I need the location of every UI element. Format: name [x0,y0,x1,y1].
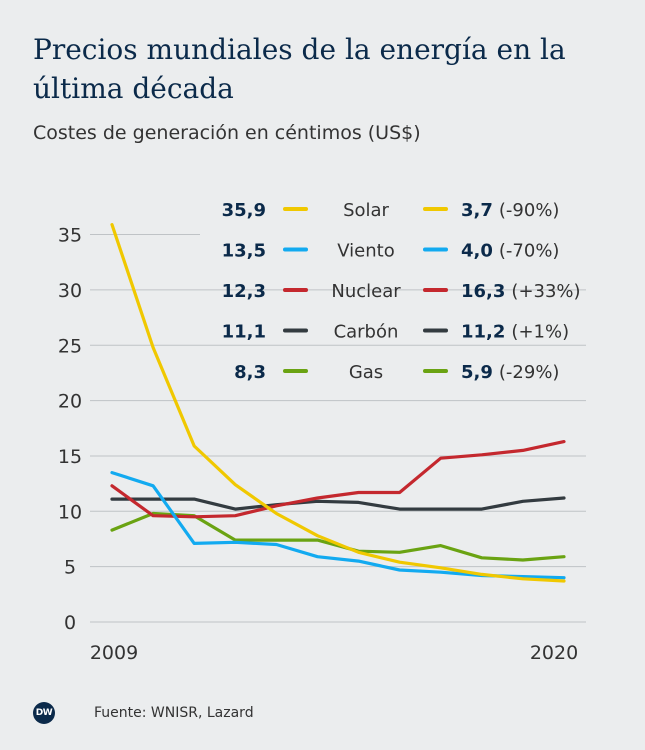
legend-end-value: 11,2 (+1%) [461,322,569,343]
y-tick-label: 25 [58,335,82,357]
legend-series-name: Gas [349,362,383,383]
legend-end-number: 5,9 [461,362,493,383]
chart-title: Precios mundiales de la energía en la úl… [33,33,566,105]
legend-series-name: Nuclear [331,281,401,302]
x-axis-ticks: 2009 2020 [90,642,578,664]
legend-end-number: 3,7 [461,200,493,221]
series-line-viento [110,471,566,580]
legend-end-value: 3,7 (-90%) [461,200,559,221]
x-tick-label: 2009 [90,642,138,664]
legend-series-name: Carbón [334,322,399,343]
legend-change-percent: (-70%) [499,241,560,262]
y-tick-label: 0 [64,612,76,634]
series-line-solar [110,223,566,583]
y-axis-ticks: 0 5 10 15 20 25 30 35 [58,225,82,634]
legend-end-value: 5,9 (-29%) [461,362,559,383]
legend-start-value: 13,5 [222,241,266,262]
legend-start-value: 8,3 [234,362,266,383]
legend-end-number: 11,2 [461,322,505,343]
x-tick-label: 2020 [530,642,578,664]
legend-table: 35,9 Solar 3,7 (-90%) 13,5 Viento 4,0 (-70%) 12,… [222,200,581,383]
series-lines [110,223,566,583]
legend-end-value: 16,3 (+33%) [461,281,581,302]
footer: DW Fuente: WNISR, Lazard [33,700,254,726]
dw-logo: DW [33,702,55,724]
chart-subtitle: Costes de generación en céntimos (US$) [33,122,421,144]
y-tick-label: 20 [58,391,82,413]
legend-start-value: 35,9 [222,200,266,221]
y-tick-label: 5 [64,557,76,579]
series-line-carbn [110,496,566,511]
legend-change-percent: (+33%) [511,281,580,302]
source-note: Fuente: WNISR, Lazard [94,705,254,721]
legend-change-percent: (+1%) [511,322,569,343]
legend-end-number: 4,0 [461,241,493,262]
y-tick-label: 30 [58,280,82,302]
y-tick-label: 35 [58,225,82,247]
legend-start-value: 11,1 [222,322,266,343]
series-line-nuclear [110,440,566,519]
legend-change-percent: (-29%) [499,362,560,383]
legend-end-number: 16,3 [461,281,505,302]
legend-change-percent: (-90%) [499,200,560,221]
line-chart: 0 5 10 15 20 25 30 35 2009 2020 35,9 Solar 3,7 (-90… [58,200,586,664]
legend-end-value: 4,0 (-70%) [461,241,559,262]
y-tick-label: 15 [58,446,82,468]
y-tick-label: 10 [58,501,82,523]
legend-series-name: Solar [343,200,389,221]
legend-start-value: 12,3 [222,281,266,302]
legend-series-name: Viento [337,241,394,262]
